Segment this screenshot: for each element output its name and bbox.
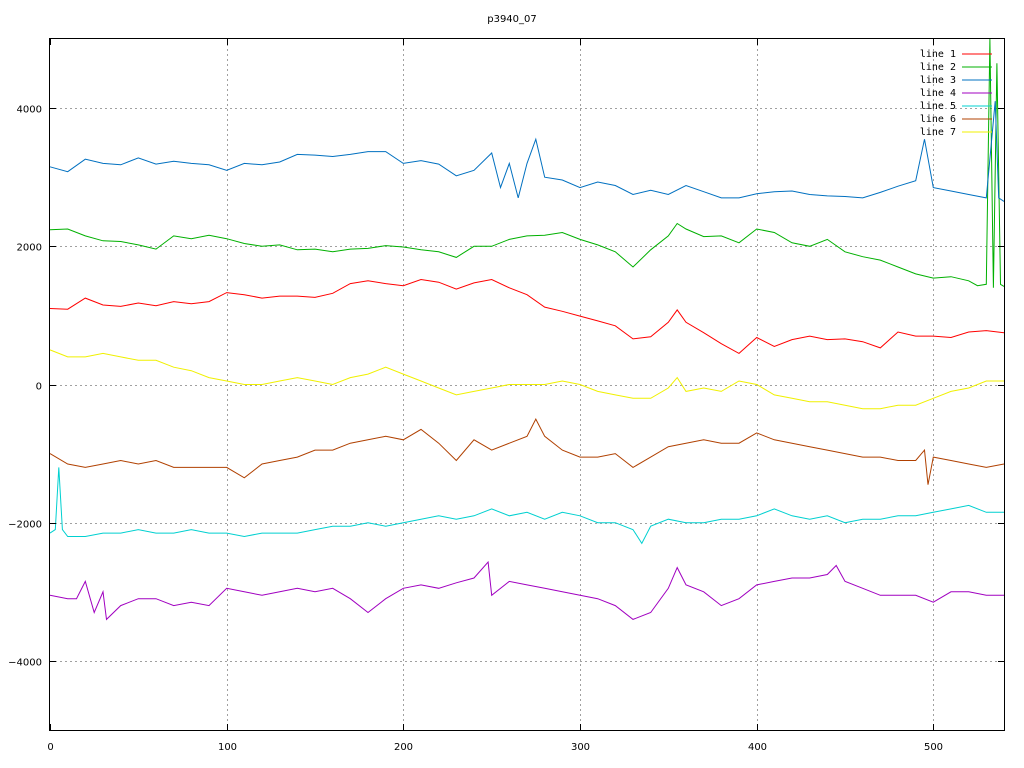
legend: line 1 line 2 line 3 line 4 line 5 line 6 line… [920, 49, 992, 138]
x-tick-label: 300 [571, 742, 590, 753]
legend-label: line 1 [920, 49, 956, 60]
axis-ticks: 0 100 200 300 400 500 −4000 −2000 0 2000 4000 [8, 39, 1004, 753]
series-line-3 [49, 101, 1005, 202]
x-tick-label: 400 [748, 742, 767, 753]
legend-label: line 4 [920, 88, 956, 99]
chart-title: p3940_07 [487, 14, 537, 25]
grid-lines [50, 39, 1004, 730]
y-tick-label: 2000 [17, 243, 42, 254]
y-tick-label: −4000 [8, 658, 42, 669]
series-line-7 [49, 349, 1004, 410]
plot-series [49, 38, 1005, 621]
series-line-2 [49, 38, 1005, 288]
y-tick-label: 0 [36, 382, 42, 393]
plot-frame [49, 38, 1005, 731]
series-line-5 [49, 467, 1004, 545]
series-line-6 [49, 418, 1005, 485]
legend-label: line 6 [920, 114, 956, 125]
series-line-4 [49, 560, 1004, 621]
x-tick-label: 100 [218, 742, 237, 753]
x-tick-label: 0 [47, 742, 53, 753]
series-line-1 [49, 278, 1005, 355]
y-tick-label: −2000 [8, 520, 42, 531]
y-tick-label: 4000 [17, 105, 42, 116]
legend-label: line 7 [920, 127, 956, 138]
legend-label: line 3 [920, 75, 956, 86]
x-tick-label: 500 [924, 742, 943, 753]
legend-label: line 2 [920, 62, 956, 73]
x-tick-label: 200 [394, 742, 413, 753]
legend-label: line 5 [920, 101, 956, 112]
